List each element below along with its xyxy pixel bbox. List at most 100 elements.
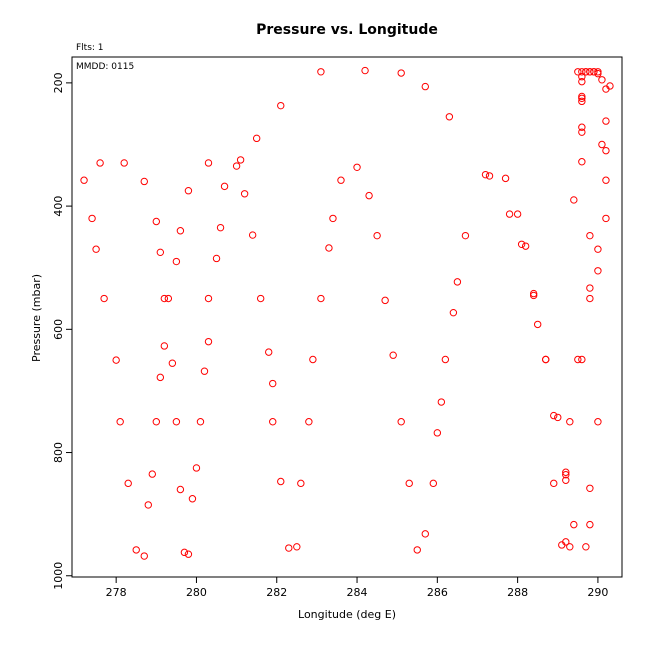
data-point <box>204 294 213 303</box>
data-point <box>325 244 333 252</box>
data-point <box>594 418 602 426</box>
data-point <box>353 163 361 171</box>
data-point <box>172 418 181 426</box>
data-point <box>152 418 161 426</box>
data-point <box>297 479 305 488</box>
data-point <box>277 101 285 110</box>
data-point <box>521 242 530 250</box>
data-point <box>562 471 570 479</box>
data-point <box>578 77 586 86</box>
data-point <box>140 177 148 186</box>
data-point <box>373 231 381 240</box>
x-tick-label: 290 <box>587 586 608 599</box>
data-point <box>501 174 510 183</box>
data-point <box>517 240 526 248</box>
data-point <box>180 548 189 557</box>
data-point <box>586 68 594 76</box>
data-point <box>192 464 201 472</box>
data-point <box>550 479 558 488</box>
data-point <box>586 484 594 492</box>
data-point <box>156 248 165 257</box>
data-point <box>100 294 108 303</box>
data-point <box>405 479 413 488</box>
data-point <box>397 69 405 77</box>
data-point <box>578 68 586 76</box>
data-point <box>554 413 562 422</box>
data-point <box>590 68 598 76</box>
data-point <box>602 117 610 125</box>
data-point <box>582 68 590 76</box>
data-point <box>160 294 169 303</box>
data-point <box>578 158 586 166</box>
data-point <box>542 355 550 364</box>
data-point <box>578 355 586 364</box>
data-point <box>481 170 490 179</box>
data-point <box>140 552 148 560</box>
data-point <box>449 308 458 317</box>
data-point <box>421 82 429 91</box>
data-point <box>132 546 140 554</box>
data-point <box>578 94 586 102</box>
y-axis-label: Pressure (mbar) <box>30 274 43 362</box>
data-point <box>586 294 594 303</box>
data-point <box>533 320 542 329</box>
x-axis: 278 280 282 284 286 288 290 <box>106 577 608 599</box>
x-tick-label: 288 <box>507 586 528 599</box>
data-point <box>317 294 325 303</box>
data-point <box>184 550 193 558</box>
data-point <box>453 278 462 286</box>
data-point <box>200 367 209 375</box>
data-point <box>184 186 193 195</box>
data-point <box>148 470 156 478</box>
data-point <box>433 429 442 437</box>
data-point <box>285 544 293 552</box>
data-point <box>461 231 470 240</box>
data-point <box>586 520 594 529</box>
data-point <box>602 146 610 155</box>
data-point <box>586 284 594 292</box>
y-tick-label: 800 <box>52 442 65 463</box>
data-point <box>602 214 610 223</box>
data-point <box>337 176 345 184</box>
data-point <box>112 356 120 364</box>
y-axis: 200 400 600 800 1000 <box>52 72 72 590</box>
data-point <box>116 418 124 426</box>
data-point <box>265 348 273 356</box>
data-point <box>152 217 161 226</box>
data-point <box>594 69 602 78</box>
data-point <box>570 520 578 529</box>
y-tick-label: 600 <box>52 319 65 340</box>
data-point <box>445 113 454 121</box>
data-point <box>578 123 586 131</box>
data-point <box>582 543 590 551</box>
data-point <box>578 73 586 81</box>
y-tick-label: 200 <box>52 72 65 93</box>
data-point <box>176 227 185 235</box>
x-tick-label: 286 <box>427 586 448 599</box>
data-point <box>606 82 614 90</box>
data-point <box>317 68 325 76</box>
data-point <box>277 477 285 486</box>
x-tick-label: 278 <box>106 586 127 599</box>
x-tick-label: 284 <box>347 586 368 599</box>
y-tick-label: 400 <box>52 196 65 217</box>
data-point <box>176 485 185 494</box>
data-point <box>397 418 405 426</box>
data-point <box>164 294 173 303</box>
data-point <box>269 418 277 426</box>
chart-title: Pressure vs. Longitude <box>256 22 438 38</box>
data-point <box>594 267 602 275</box>
data-point <box>413 546 421 554</box>
flts-label: Flts: 1 <box>76 43 104 53</box>
data-point <box>437 398 446 406</box>
data-point <box>248 231 257 239</box>
data-point <box>598 140 606 149</box>
data-point <box>485 172 494 180</box>
x-tick-label: 282 <box>266 586 287 599</box>
data-point <box>389 351 397 359</box>
data-point <box>361 66 369 75</box>
data-point <box>120 159 128 167</box>
data-point <box>269 379 277 388</box>
data-point <box>529 291 538 300</box>
